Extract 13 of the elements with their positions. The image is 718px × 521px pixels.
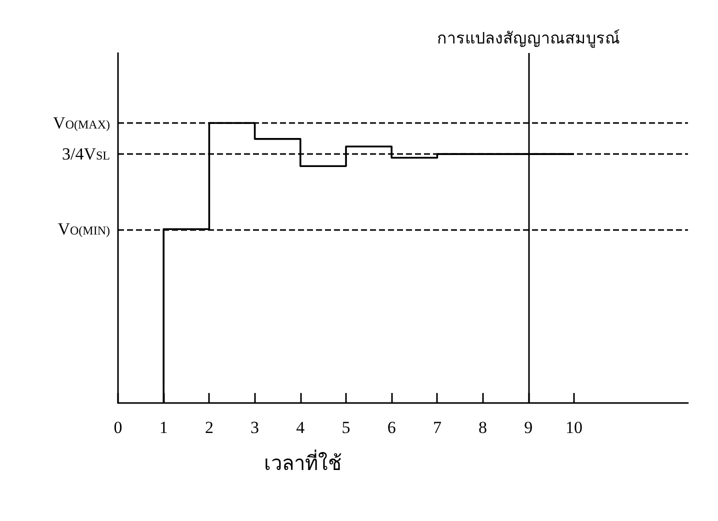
x-tick-label: 5 xyxy=(342,418,350,437)
x-tick-label: 2 xyxy=(204,418,214,437)
x-tick-label: 3 xyxy=(250,418,260,437)
x-tick-label: 6 xyxy=(387,418,396,437)
x-axis-title: เวลาที่ใช้ xyxy=(264,449,342,475)
x-tick-label: 0 xyxy=(114,418,122,437)
x-tick-label: 4 xyxy=(296,418,306,437)
x-tick-label: 7 xyxy=(432,418,442,437)
x-tick-label: 1 xyxy=(159,418,168,437)
ref-line-label: การแปลงสัญญาณสมบูรณ์ xyxy=(436,28,620,48)
x-tick-label: 8 xyxy=(478,418,488,437)
x-tick-label: 9 xyxy=(524,418,533,437)
x-tick-label: 10 xyxy=(566,418,582,437)
